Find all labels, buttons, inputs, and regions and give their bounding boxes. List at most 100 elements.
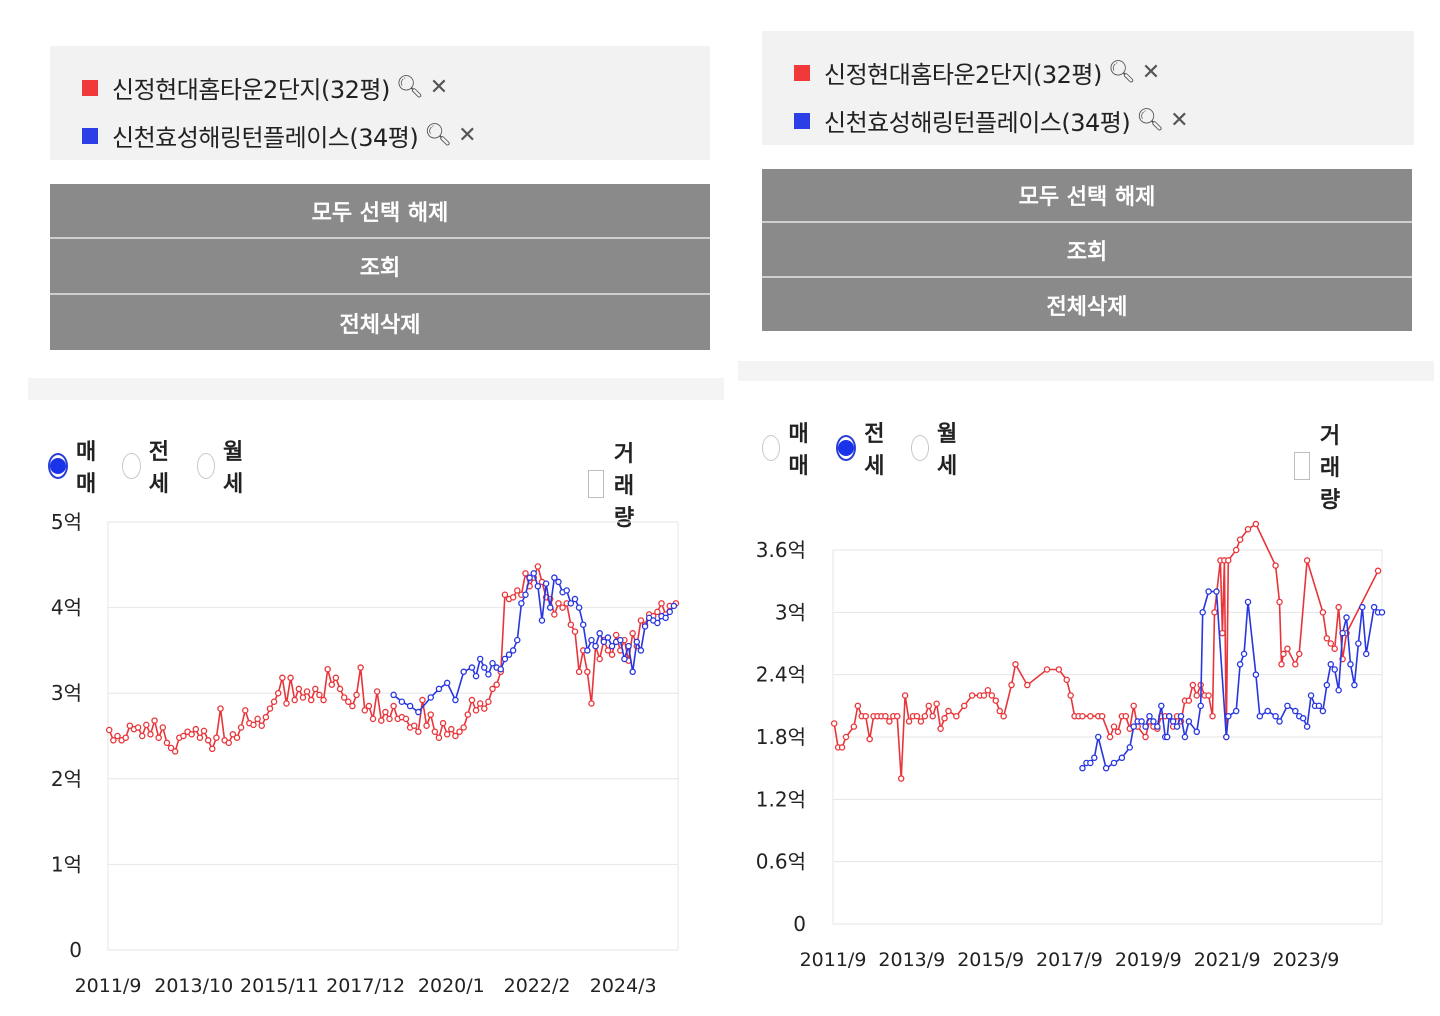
data-point[interactable] (171, 748, 179, 755)
data-point[interactable] (866, 735, 873, 743)
data-point[interactable] (1295, 650, 1303, 658)
data-point[interactable] (283, 700, 290, 707)
data-point[interactable] (1012, 661, 1019, 668)
magnifier-icon[interactable]: 🔍︎ (424, 122, 453, 148)
data-point[interactable] (378, 717, 385, 724)
data-point[interactable] (612, 631, 620, 639)
data-point[interactable] (468, 696, 476, 704)
data-point[interactable] (1158, 702, 1165, 710)
data-point[interactable] (992, 697, 1000, 704)
volume-checkbox[interactable]: 거래량 (1294, 418, 1352, 514)
data-point[interactable] (996, 707, 1003, 715)
data-point[interactable] (443, 679, 451, 687)
data-point[interactable] (481, 664, 488, 671)
deselect-all-button[interactable]: 모두 선택 해제 (50, 184, 710, 239)
data-point[interactable] (953, 712, 960, 720)
data-point[interactable] (419, 696, 426, 704)
data-point[interactable] (1232, 546, 1240, 554)
data-point[interactable] (105, 726, 113, 734)
data-point[interactable] (1351, 681, 1358, 689)
data-point[interactable] (1122, 712, 1130, 720)
data-point[interactable] (427, 694, 434, 701)
data-point[interactable] (1063, 676, 1070, 684)
data-point[interactable] (1272, 712, 1279, 720)
data-point[interactable] (666, 608, 674, 616)
data-point[interactable] (1102, 764, 1110, 772)
data-point[interactable] (596, 655, 603, 663)
data-point[interactable] (1142, 723, 1149, 730)
data-point[interactable] (1205, 588, 1212, 595)
data-point[interactable] (1355, 640, 1362, 647)
magnifier-icon[interactable]: 🔍︎ (1107, 59, 1136, 85)
close-icon[interactable]: ✕ (458, 122, 477, 148)
data-point[interactable] (830, 720, 838, 727)
data-point[interactable] (493, 681, 500, 688)
data-point[interactable] (427, 711, 434, 718)
data-point[interactable] (882, 712, 889, 720)
data-point[interactable] (435, 734, 443, 741)
data-point[interactable] (365, 702, 373, 710)
data-point[interactable] (1272, 562, 1279, 569)
data-point[interactable] (274, 689, 282, 697)
data-point[interactable] (410, 722, 418, 729)
data-point[interactable] (204, 737, 212, 744)
data-point[interactable] (406, 702, 414, 710)
data-point[interactable] (180, 732, 187, 740)
data-point[interactable] (1008, 681, 1015, 689)
data-point[interactable] (213, 734, 220, 741)
radio-monthly-rent[interactable]: 월세 (196, 434, 251, 498)
data-point[interactable] (1284, 702, 1291, 710)
data-point[interactable] (324, 665, 331, 673)
data-point[interactable] (1118, 754, 1126, 762)
data-point[interactable] (443, 731, 451, 738)
data-point[interactable] (1024, 681, 1031, 689)
data-point[interactable] (571, 628, 579, 635)
data-point[interactable] (629, 630, 636, 637)
data-point[interactable] (534, 582, 542, 590)
data-point[interactable] (522, 570, 529, 577)
data-point[interactable] (658, 600, 665, 607)
radio-monthly-rent[interactable]: 월세 (910, 416, 965, 480)
data-point[interactable] (448, 725, 455, 733)
data-point[interactable] (258, 722, 265, 729)
data-point[interactable] (270, 698, 278, 706)
data-point[interactable] (369, 715, 377, 723)
data-point[interactable] (151, 717, 158, 724)
data-point[interactable] (291, 696, 298, 704)
data-point[interactable] (1177, 712, 1185, 720)
data-point[interactable] (192, 725, 200, 733)
data-point[interactable] (501, 591, 509, 599)
data-point[interactable] (452, 732, 459, 740)
data-point[interactable] (526, 574, 533, 581)
data-point[interactable] (423, 722, 430, 729)
data-point[interactable] (163, 739, 171, 747)
data-point[interactable] (1110, 759, 1118, 767)
data-point[interactable] (1181, 733, 1189, 741)
data-point[interactable] (464, 711, 472, 718)
data-point[interactable] (415, 708, 422, 716)
data-point[interactable] (1244, 525, 1252, 533)
data-point[interactable] (1193, 692, 1201, 699)
data-point[interactable] (357, 664, 364, 671)
data-point[interactable] (1114, 728, 1122, 736)
data-point[interactable] (905, 718, 913, 725)
data-point[interactable] (968, 692, 976, 699)
data-point[interactable] (332, 674, 340, 682)
data-point[interactable] (604, 634, 612, 641)
data-point[interactable] (1299, 715, 1307, 722)
data-point[interactable] (1185, 697, 1193, 704)
data-point[interactable] (1193, 728, 1201, 736)
data-point[interactable] (1240, 650, 1248, 658)
data-point[interactable] (1307, 692, 1315, 699)
data-point[interactable] (862, 712, 869, 720)
data-point[interactable] (1232, 707, 1240, 715)
data-point[interactable] (571, 595, 579, 603)
data-point[interactable] (415, 728, 422, 735)
data-point[interactable] (402, 715, 410, 723)
data-point[interactable] (1327, 661, 1335, 668)
data-point[interactable] (138, 732, 146, 740)
data-point[interactable] (933, 700, 940, 708)
data-point[interactable] (1189, 681, 1197, 689)
data-point[interactable] (225, 739, 233, 747)
data-point[interactable] (476, 655, 484, 663)
